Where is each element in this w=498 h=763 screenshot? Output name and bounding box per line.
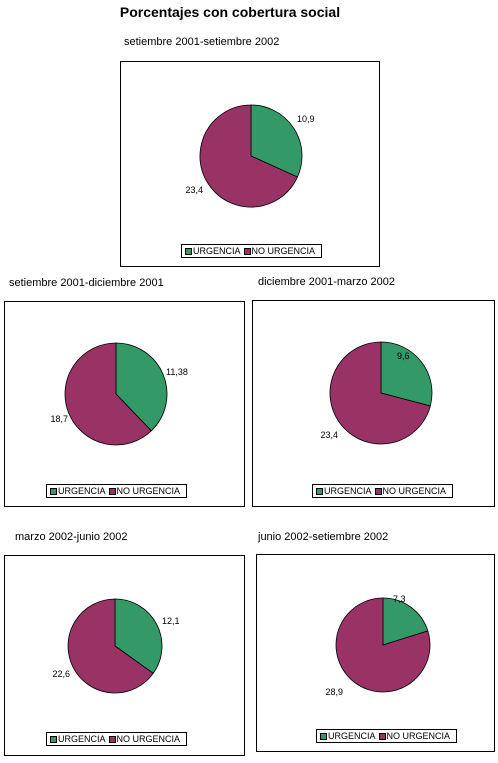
data-label: 23,4 xyxy=(320,430,338,440)
pie-slice-no-urgencia xyxy=(335,597,431,693)
chart-legend: URGENCIA NO URGENCIA xyxy=(316,729,458,743)
legend-swatch-no-urgencia xyxy=(108,487,116,495)
chart-period-title: diciembre 2001-marzo 2002 xyxy=(258,276,395,288)
pie-chart-panel: 11,38 18,7 URGENCIA NO URGENCIA xyxy=(4,301,245,507)
pie-slice-urgencia xyxy=(380,341,433,407)
legend-swatch-no-urgencia xyxy=(374,487,382,495)
chart-period-title: setiembre 2001-diciembre 2001 xyxy=(9,277,164,289)
legend-label-no-urgencia: NO URGENCIA xyxy=(251,246,316,256)
data-label: 12,1 xyxy=(162,616,180,626)
pie-slice-urgencia xyxy=(114,598,163,674)
pie-chart-panel: 12,1 22,6 URGENCIA NO URGENCIA xyxy=(4,555,245,756)
pie-slice-no-urgencia xyxy=(199,104,298,208)
pie-chart-panel: 10,9 23,4 URGENCIA NO URGENCIA xyxy=(120,61,380,267)
legend-swatch-urgencia xyxy=(50,735,57,743)
legend-label-urgencia: URGENCIA xyxy=(58,734,106,744)
legend-swatch-no-urgencia xyxy=(108,735,116,743)
data-label: 23,4 xyxy=(185,185,203,195)
chart-legend: URGENCIA NO URGENCIA xyxy=(312,484,454,498)
legend-label-no-urgencia: NO URGENCIA xyxy=(116,734,181,744)
data-label: 7,3 xyxy=(393,594,406,604)
legend-label-no-urgencia: NO URGENCIA xyxy=(386,731,451,741)
pie-slice-no-urgencia xyxy=(64,342,152,446)
pie-chart-panel: 9,6 23,4 URGENCIA NO URGENCIA xyxy=(252,300,495,507)
chart-period-title: junio 2002-setiembre 2002 xyxy=(258,531,389,543)
legend-swatch-urgencia xyxy=(316,487,323,495)
pie-chart: 7,3 28,9 xyxy=(325,594,431,697)
pie-chart: 12,1 22,6 xyxy=(52,598,180,694)
pie-chart: 11,38 18,7 xyxy=(50,342,188,446)
legend-label-urgencia: URGENCIA xyxy=(324,486,372,496)
legend-label-urgencia: URGENCIA xyxy=(193,246,241,256)
legend-label-urgencia: URGENCIA xyxy=(328,731,376,741)
legend-swatch-no-urgencia xyxy=(243,247,251,255)
legend-swatch-urgencia xyxy=(50,487,57,495)
pie-slice-urgencia xyxy=(115,342,168,432)
chart-legend: URGENCIA NO URGENCIA xyxy=(181,244,323,258)
chart-period-title: setiembre 2001-setiembre 2002 xyxy=(124,36,280,48)
data-label: 18,7 xyxy=(50,414,68,424)
data-label: 11,38 xyxy=(166,367,188,377)
legend-swatch-no-urgencia xyxy=(378,732,386,740)
pie-slice-urgencia xyxy=(382,597,429,646)
pie-chart-panel: 7,3 28,9 URGENCIA NO URGENCIA xyxy=(256,554,495,752)
data-label: 9,6 xyxy=(397,351,410,361)
legend-label-no-urgencia: NO URGENCIA xyxy=(382,486,447,496)
legend-swatch-urgencia xyxy=(185,247,192,255)
pie-slice-no-urgencia xyxy=(329,341,431,445)
chart-legend: URGENCIA NO URGENCIA xyxy=(46,732,188,746)
legend-swatch-urgencia xyxy=(320,732,327,740)
data-label: 28,9 xyxy=(325,687,343,697)
legend-label-urgencia: URGENCIA xyxy=(58,486,106,496)
chart-legend: URGENCIA NO URGENCIA xyxy=(46,484,188,498)
pie-chart: 10,9 23,4 xyxy=(185,104,315,208)
legend-label-no-urgencia: NO URGENCIA xyxy=(116,486,181,496)
main-title: Porcentajes con cobertura social xyxy=(119,4,341,20)
pie-chart: 9,6 23,4 xyxy=(320,341,433,445)
data-label: 22,6 xyxy=(52,669,70,679)
pie-slice-urgencia xyxy=(250,104,303,178)
chart-period-title: marzo 2002-junio 2002 xyxy=(15,531,128,543)
pie-slice-no-urgencia xyxy=(67,598,154,694)
data-label: 10,9 xyxy=(297,114,315,124)
